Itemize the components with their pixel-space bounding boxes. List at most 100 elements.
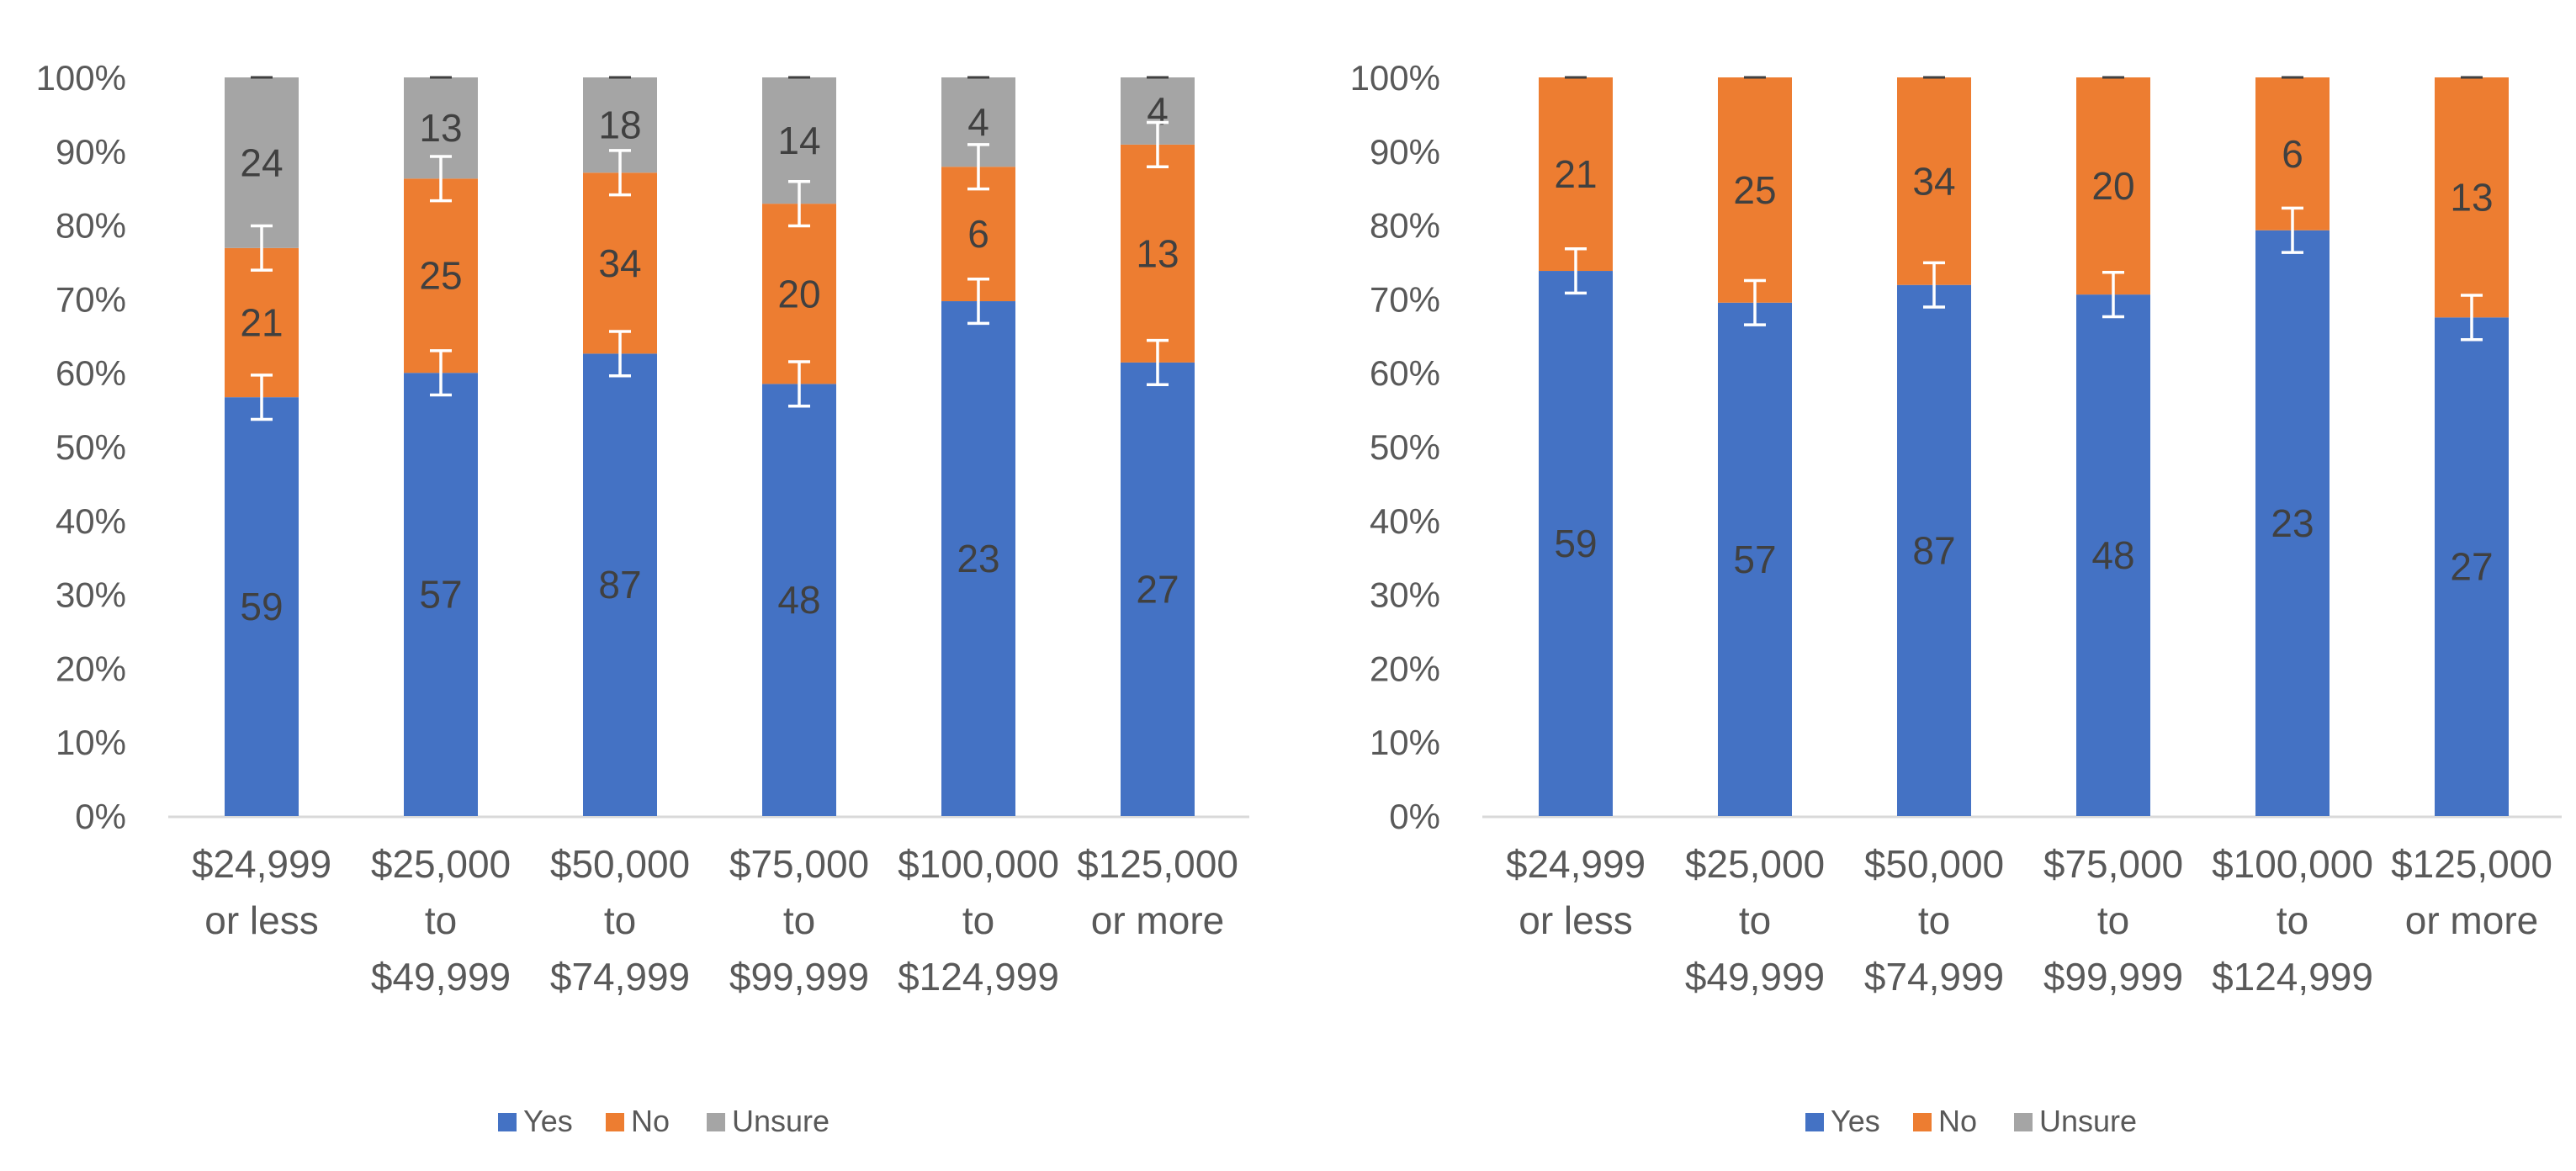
y-tick-label: 50%: [56, 427, 126, 467]
bar-segment-no: [404, 178, 478, 374]
x-tick-label: $49,999: [371, 955, 511, 999]
bar-segment-yes: [225, 397, 299, 816]
x-tick-label: to: [783, 898, 815, 942]
chart-left: 0% 10% 20% 30% 40% 50% 60% 70% 80% 90% 100% 59 21 24 $…: [36, 58, 1249, 1138]
x-tick-label: $49,999: [1685, 955, 1825, 999]
data-label-yes: 87: [598, 563, 641, 607]
x-tick-label: or less: [204, 898, 318, 942]
data-label-no: 25: [419, 254, 462, 298]
y-tick-label: 80%: [1370, 206, 1440, 246]
bar-segment-yes: [1121, 362, 1195, 817]
y-tick-label: 30%: [56, 575, 126, 615]
x-tick-label: to: [1918, 898, 1950, 942]
x-tick-label: $25,000: [1685, 842, 1825, 886]
x-tick-label: or more: [2405, 898, 2538, 942]
data-label-unsure: 14: [777, 119, 820, 162]
x-tick-label: $50,000: [1864, 842, 2004, 886]
y-tick-label: 50%: [1370, 427, 1440, 467]
data-label-unsure: 24: [240, 140, 283, 184]
data-label-unsure: 4: [967, 100, 989, 144]
y-tick-label: 20%: [1370, 649, 1440, 688]
y-tick-label: 0%: [75, 797, 126, 836]
bar-segment-yes: [2255, 230, 2330, 817]
x-tick-label: or more: [1091, 898, 1224, 942]
x-tick-label: $124,999: [2212, 955, 2373, 999]
data-label-no: 21: [240, 300, 283, 344]
legend-swatch-unsure: [707, 1113, 725, 1131]
bar-segment-yes: [1718, 302, 1792, 816]
y-tick-label: 90%: [1370, 132, 1440, 172]
legend-label-yes: Yes: [523, 1104, 573, 1138]
x-tick-label: or less: [1519, 898, 1632, 942]
bar-segment-no: [1897, 77, 1971, 285]
data-label-yes: 27: [1136, 567, 1179, 611]
data-label-no: 20: [777, 272, 820, 315]
x-tick-label: to: [962, 898, 994, 942]
y-tick-label: 20%: [56, 649, 126, 688]
data-label-unsure: 18: [598, 103, 641, 147]
data-label-yes: 87: [1912, 528, 1955, 572]
data-label-yes: 48: [777, 578, 820, 622]
data-label-no: 13: [1136, 231, 1179, 275]
y-tick-label: 30%: [1370, 575, 1440, 615]
x-tick-label: to: [2277, 898, 2308, 942]
x-tick-label: $124,999: [898, 955, 1059, 999]
data-label-no: 20: [2091, 164, 2134, 208]
bar-segment-no: [1539, 77, 1613, 272]
x-tick-label: $25,000: [371, 842, 511, 886]
y-tick-label: 10%: [56, 723, 126, 762]
x-tick-label: $75,000: [2043, 842, 2183, 886]
y-tick-label: 100%: [1350, 58, 1440, 98]
bar-segment-no: [1718, 77, 1792, 303]
y-tick-label: 60%: [1370, 353, 1440, 393]
bar-segment-no: [1121, 144, 1195, 363]
data-label-yes: 48: [2091, 533, 2134, 577]
bar-segment-no: [2435, 77, 2509, 318]
x-tick-label: to: [425, 898, 457, 942]
data-label-yes: 27: [2450, 545, 2493, 589]
x-tick-label: $125,000: [2391, 842, 2552, 886]
x-tick-label: $125,000: [1077, 842, 1238, 886]
data-label-yes: 57: [1733, 538, 1776, 581]
x-tick-label: $75,000: [729, 842, 869, 886]
data-label-no: 34: [598, 241, 641, 285]
x-tick-label: $99,999: [2043, 955, 2183, 999]
x-tick-label: $74,999: [550, 955, 690, 999]
bar-segment-no: [583, 172, 657, 354]
bar-segment-yes: [583, 353, 657, 816]
data-label-no: 13: [2450, 176, 2493, 220]
x-tick-label: to: [2097, 898, 2129, 942]
bar-segment-no: [762, 204, 836, 384]
x-tick-label: $100,000: [898, 842, 1059, 886]
bar-segment-yes: [2435, 317, 2509, 817]
data-label-no: 6: [2282, 132, 2303, 176]
legend-label-no: No: [631, 1104, 670, 1138]
legend-label-unsure: Unsure: [732, 1104, 830, 1138]
data-label-no: 6: [967, 212, 989, 256]
data-label-yes: 23: [957, 537, 999, 580]
y-tick-label: 60%: [56, 353, 126, 393]
bar-segment-no: [2255, 77, 2330, 230]
data-label-no: 21: [1554, 152, 1597, 196]
bar-segment-yes: [762, 384, 836, 816]
x-tick-label: $24,999: [1506, 842, 1646, 886]
y-tick-label: 70%: [1370, 279, 1440, 319]
bar-segment-no: [225, 247, 299, 398]
legend-label-unsure: Unsure: [2039, 1104, 2137, 1138]
bar-segment-unsure: [225, 77, 299, 248]
y-tick-label: 70%: [56, 279, 126, 319]
bar-segment-yes: [1897, 284, 1971, 816]
x-tick-label: to: [604, 898, 636, 942]
y-tick-label: 40%: [56, 501, 126, 541]
x-tick-label: $50,000: [550, 842, 690, 886]
x-tick-label: $24,999: [192, 842, 331, 886]
legend-swatch-unsure: [2014, 1113, 2033, 1131]
x-tick-label: $100,000: [2212, 842, 2373, 886]
y-tick-label: 80%: [56, 206, 126, 246]
data-label-yes: 57: [419, 573, 462, 617]
data-label-unsure: 13: [419, 106, 462, 150]
data-label-yes: 59: [1554, 522, 1597, 565]
data-label-yes: 59: [240, 585, 283, 628]
legend-swatch-no: [606, 1113, 624, 1131]
